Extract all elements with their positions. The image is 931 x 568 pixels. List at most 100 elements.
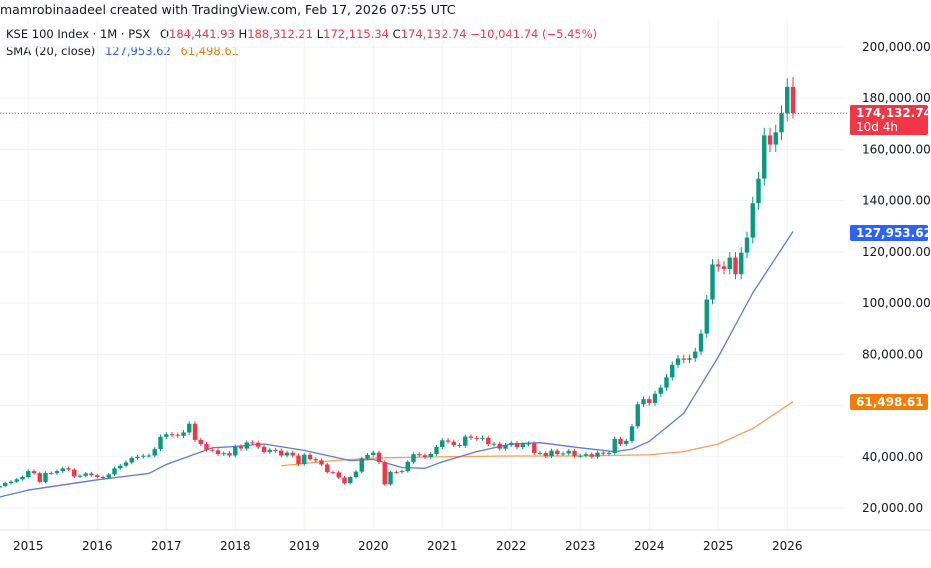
candle-up xyxy=(405,461,410,472)
candle-up xyxy=(440,440,445,448)
candle-up xyxy=(773,132,778,145)
candle-down xyxy=(790,86,796,114)
candle-up xyxy=(704,299,709,334)
candle-up xyxy=(664,377,669,388)
candle-down xyxy=(376,452,382,463)
candle-up xyxy=(181,432,186,436)
candle-up xyxy=(411,454,416,462)
candle-down xyxy=(210,449,215,451)
price-tick-label: 140,000.00 xyxy=(862,194,931,208)
candle-down xyxy=(100,477,106,479)
candle-up xyxy=(112,468,117,475)
time-tick-label: 2018 xyxy=(220,539,251,553)
candle-up xyxy=(123,462,129,466)
candle-up xyxy=(60,468,65,472)
candle-down xyxy=(198,439,203,444)
candle-up xyxy=(135,456,140,459)
candle-down xyxy=(457,444,462,446)
price-tick-label: 40,000.00 xyxy=(862,450,923,464)
price-tick-label: 120,000.00 xyxy=(862,245,931,259)
candle-up xyxy=(146,455,152,457)
high-label: H xyxy=(238,27,248,41)
candle-up xyxy=(537,452,543,454)
candle-up xyxy=(0,485,2,488)
candle-up xyxy=(624,440,629,444)
sma-slow-badge: 61,498.61 xyxy=(850,394,928,410)
candle-down xyxy=(319,460,324,465)
attribution: mamrobinaadeel created with TradingView.… xyxy=(0,2,456,17)
candle-up xyxy=(785,86,790,114)
price-tick-label: 20,000.00 xyxy=(862,501,923,515)
candle-down xyxy=(89,473,94,476)
price-tick-label: 100,000.00 xyxy=(862,296,931,310)
candle-down xyxy=(601,452,606,454)
candle-up xyxy=(578,455,583,457)
candle-up xyxy=(152,449,157,456)
candle-up xyxy=(641,399,646,405)
candle-up xyxy=(14,479,19,482)
candle-up xyxy=(8,481,14,484)
candle-down xyxy=(342,477,347,484)
candle-down xyxy=(589,454,594,457)
sma-slow-line xyxy=(281,401,794,467)
time-tick-label: 2026 xyxy=(772,539,803,553)
change-value: −10,041.74 (−5.45%) xyxy=(470,27,598,41)
price-tick-label: 180,000.00 xyxy=(862,91,931,105)
candle-down xyxy=(394,471,399,473)
candle-down xyxy=(422,455,428,458)
candle-up xyxy=(302,454,307,465)
candle-up xyxy=(284,452,290,456)
candle-up xyxy=(267,449,272,452)
time-tick-label: 2017 xyxy=(151,539,182,553)
time-tick-label: 2020 xyxy=(358,539,389,553)
candle-down xyxy=(647,399,652,403)
candle-up xyxy=(20,477,25,480)
symbol-name[interactable]: KSE 100 Index · 1M · PSX xyxy=(6,27,151,41)
time-tick-label: 2019 xyxy=(289,539,320,553)
candle-down xyxy=(31,471,37,474)
last-price-badge: 174,132.74 10d 4h xyxy=(850,105,931,135)
last-price: 174,132.74 xyxy=(856,106,931,120)
close-value: 174,132.74 xyxy=(400,27,467,41)
time-tick-label: 2021 xyxy=(427,539,458,553)
candle-up xyxy=(233,446,238,456)
candle-down xyxy=(497,443,502,449)
candle-up xyxy=(187,423,192,433)
candle-down xyxy=(273,449,278,451)
price-tick-label: 200,000.00 xyxy=(862,40,931,54)
candle-down xyxy=(66,468,71,470)
candle-down xyxy=(618,438,623,444)
candle-up xyxy=(583,454,589,456)
candle-down xyxy=(486,437,491,445)
candle-up xyxy=(687,358,692,360)
price-tick-label: 160,000.00 xyxy=(862,142,931,156)
candle-up xyxy=(388,471,393,485)
candle-up xyxy=(371,452,376,455)
candle-up xyxy=(158,436,163,450)
candle-up xyxy=(503,444,508,449)
candle-up xyxy=(353,471,359,478)
candle-up xyxy=(509,442,514,445)
candle-up xyxy=(629,426,635,441)
candle-down xyxy=(716,264,721,267)
time-tick-label: 2015 xyxy=(13,539,44,553)
candle-up xyxy=(727,257,732,270)
candle-up xyxy=(26,471,31,478)
price-tick-label: 80,000.00 xyxy=(862,347,923,361)
candle-down xyxy=(290,452,295,456)
candle-up xyxy=(365,454,370,459)
candle-up xyxy=(710,264,715,300)
candle-down xyxy=(543,452,548,457)
candle-up xyxy=(3,483,8,486)
candle-down xyxy=(767,135,773,145)
candle-down xyxy=(474,437,479,439)
candle-up xyxy=(434,447,439,454)
candle-down xyxy=(445,440,451,442)
candle-up xyxy=(739,252,744,275)
bar-countdown: 10d 4h xyxy=(856,120,898,134)
low-value: 172,115.34 xyxy=(323,27,389,41)
candle-down xyxy=(72,469,77,477)
candle-up xyxy=(244,442,249,449)
candle-down xyxy=(279,450,284,456)
